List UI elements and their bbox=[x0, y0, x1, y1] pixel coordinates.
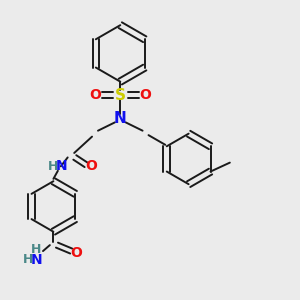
Text: H: H bbox=[48, 160, 59, 173]
Text: S: S bbox=[115, 88, 126, 103]
Text: O: O bbox=[89, 88, 101, 102]
Text: O: O bbox=[70, 245, 83, 260]
Text: O: O bbox=[85, 159, 98, 173]
Text: N: N bbox=[56, 159, 68, 173]
Text: H: H bbox=[23, 254, 33, 266]
Text: H: H bbox=[30, 243, 41, 256]
Text: O: O bbox=[140, 88, 152, 102]
Text: N: N bbox=[114, 111, 127, 126]
Text: N: N bbox=[31, 253, 42, 267]
